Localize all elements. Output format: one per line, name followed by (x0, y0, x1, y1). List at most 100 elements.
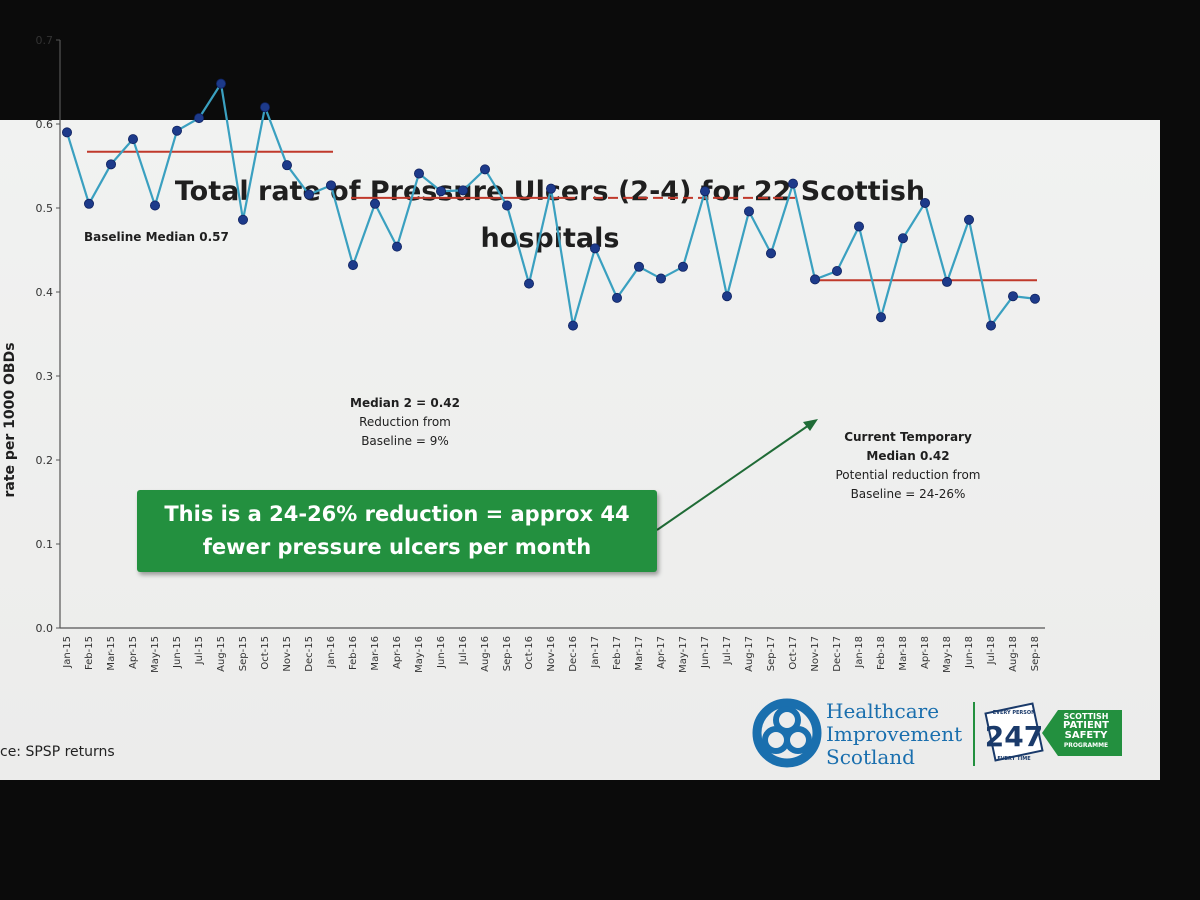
median-lines (87, 150, 1037, 282)
data-point (700, 186, 711, 197)
y-tick-label: 0.4 (36, 286, 54, 299)
callout-arrow (656, 419, 818, 531)
median2-annotation: Median 2 = 0.42 Reduction from Baseline … (340, 394, 470, 451)
data-point (1008, 291, 1019, 302)
hi-scotland-logo-icon (752, 698, 822, 768)
logo-divider (973, 702, 975, 766)
data-point (964, 214, 975, 225)
x-tick-label: Jul-15 (194, 636, 205, 665)
y-tick-label: 0.0 (36, 622, 54, 635)
x-tick-label: Apr-17 (656, 636, 667, 669)
x-tick-label: Jul-16 (458, 636, 469, 665)
svg-text:EVERY PERSON: EVERY PERSON (993, 710, 1036, 716)
x-tick-label: Feb-16 (348, 636, 359, 670)
logo-line2: Improvement (826, 722, 963, 746)
data-point (435, 186, 446, 197)
reduction-callout: This is a 24-26% reduction = approx 44 f… (137, 490, 657, 572)
x-tick-label: Aug-17 (744, 636, 755, 672)
x-tick-label: Feb-15 (84, 636, 95, 670)
data-point (62, 127, 73, 138)
data-point (942, 276, 953, 287)
data-point (656, 273, 667, 284)
data-point (237, 214, 248, 225)
x-tick-label: Dec-17 (832, 636, 843, 672)
x-tick-label: Sep-18 (1030, 636, 1041, 671)
x-tick-label: Apr-15 (128, 636, 139, 669)
x-tick-label: Sep-16 (502, 636, 513, 671)
spsp-line2: PATIENT (1063, 720, 1109, 731)
data-point (413, 168, 424, 179)
x-tick-label: Oct-15 (260, 636, 271, 670)
x-tick-label: Jan-15 (62, 636, 73, 669)
x-tick-label: Jun-18 (964, 636, 975, 669)
current-median-annotation: Current Temporary Median 0.42 Potential … (810, 428, 1006, 504)
y-tick-label: 0.1 (36, 538, 54, 551)
x-tick-label: Jun-17 (700, 636, 711, 669)
x-tick-label: Jul-18 (986, 636, 997, 665)
data-point (391, 241, 402, 252)
baseline-median-text: Baseline Median 0.57 (84, 230, 229, 244)
data-point (832, 265, 843, 276)
data-point (259, 102, 270, 113)
svg-text:247: 247 (985, 720, 1043, 753)
chart-axes: 0.0 0.1 0.2 0.3 0.4 0.5 0.6 0.7 (36, 34, 1045, 635)
x-tick-label: May-16 (414, 636, 425, 673)
spsp-247-badge-icon: 247 EVERY PERSON EVERY TIME (984, 702, 1044, 762)
data-point (920, 197, 931, 208)
x-tick-label: Oct-16 (524, 636, 535, 670)
data-point (524, 278, 535, 289)
y-axis-label: rate per 1000 OBDs (2, 342, 18, 497)
x-tick-label: Nov-15 (282, 636, 293, 672)
data-point (634, 261, 645, 272)
spsp-line3: SAFETY (1064, 730, 1108, 741)
data-point (744, 206, 755, 217)
x-tick-label: Sep-15 (238, 636, 249, 671)
data-point (854, 221, 865, 232)
source-note: ce: SPSP returns (0, 744, 115, 760)
x-tick-label: Feb-17 (612, 636, 623, 670)
data-point (193, 113, 204, 124)
x-tick-label: May-15 (150, 636, 161, 673)
data-point (479, 164, 490, 175)
current-title2: Median 0.42 (866, 449, 950, 463)
spsp-line4: PROGRAMME (1063, 742, 1109, 749)
x-tick-label: May-18 (942, 636, 953, 673)
data-point (171, 125, 182, 136)
series-line (65, 80, 1036, 329)
spsp-logo-icon (1042, 710, 1122, 756)
x-tick-label: Aug-16 (480, 636, 491, 672)
svg-text:EVERY TIME: EVERY TIME (997, 756, 1031, 762)
data-point (810, 274, 821, 285)
median2-line2: Baseline = 9% (361, 434, 449, 448)
x-tick-label: Apr-16 (392, 636, 403, 669)
y-tick-label: 0.5 (36, 202, 54, 215)
data-point (127, 134, 138, 145)
x-tick-label: Jan-18 (854, 636, 865, 669)
current-title1: Current Temporary (844, 430, 972, 444)
x-tick-label: Nov-16 (546, 636, 557, 672)
data-point (612, 292, 623, 303)
x-tick-label: Nov-17 (810, 636, 821, 672)
x-tick-label: Sep-17 (766, 636, 777, 671)
median2-line1: Reduction from (359, 415, 451, 429)
x-tick-label: Mar-15 (106, 636, 117, 671)
data-point (149, 200, 160, 211)
current-line2: Baseline = 24-26% (850, 487, 966, 501)
data-point (215, 78, 226, 89)
data-point (281, 160, 292, 171)
x-tick-label: Mar-16 (370, 636, 381, 671)
x-tick-label: Aug-18 (1008, 636, 1019, 672)
x-tick-label: Jan-17 (590, 636, 601, 669)
x-tick-label: Aug-15 (216, 636, 227, 672)
x-tick-label: Oct-17 (788, 636, 799, 670)
data-point (898, 233, 909, 244)
data-point (106, 159, 117, 170)
data-point (986, 320, 997, 331)
x-tick-label: Feb-18 (876, 636, 887, 670)
slide-background (0, 120, 1160, 780)
x-tick-label: Jun-16 (436, 636, 447, 669)
logo-line3: Scotland (826, 745, 915, 769)
x-tick-label: Jun-15 (172, 636, 183, 669)
